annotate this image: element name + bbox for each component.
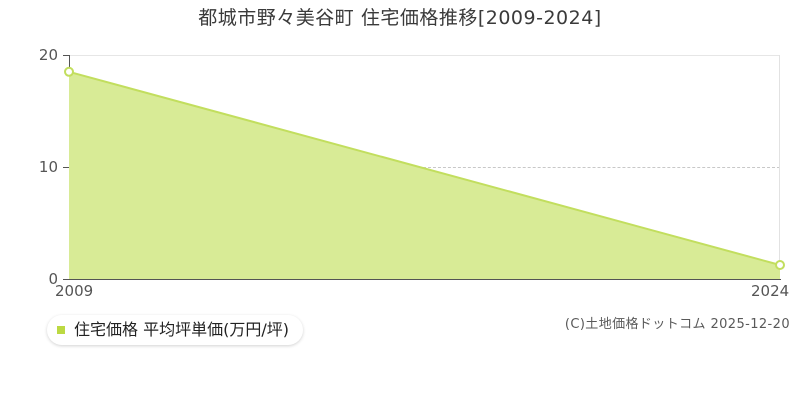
legend-swatch-icon xyxy=(57,326,65,334)
x-axis-label-2009: 2009 xyxy=(55,282,94,300)
data-point-marker-2009[interactable] xyxy=(64,66,74,77)
y-tick-20 xyxy=(63,55,69,56)
gridline-20 xyxy=(69,55,780,56)
y-axis-label-0: 0 xyxy=(48,270,58,288)
vertical-gridline-2024 xyxy=(779,55,780,279)
legend-item-label: 住宅価格 平均坪単価(万円/坪) xyxy=(74,320,289,339)
data-point-marker-2024[interactable] xyxy=(775,260,785,270)
chart-legend[interactable]: 住宅価格 平均坪単価(万円/坪) xyxy=(47,315,303,345)
x-axis-line xyxy=(69,279,781,280)
y-tick-10 xyxy=(63,167,69,168)
y-tick-0 xyxy=(63,279,69,280)
y-axis-label-10: 10 xyxy=(38,158,58,176)
chart-title: 都城市野々美谷町 住宅価格推移[2009-2024] xyxy=(198,7,602,29)
copyright-credit: (C)土地価格ドットコム 2025-12-20 xyxy=(564,317,790,332)
series-line xyxy=(68,70,781,266)
x-axis-label-2024: 2024 xyxy=(751,282,790,300)
y-axis-label-20: 20 xyxy=(38,46,58,64)
area-fill xyxy=(69,71,780,279)
